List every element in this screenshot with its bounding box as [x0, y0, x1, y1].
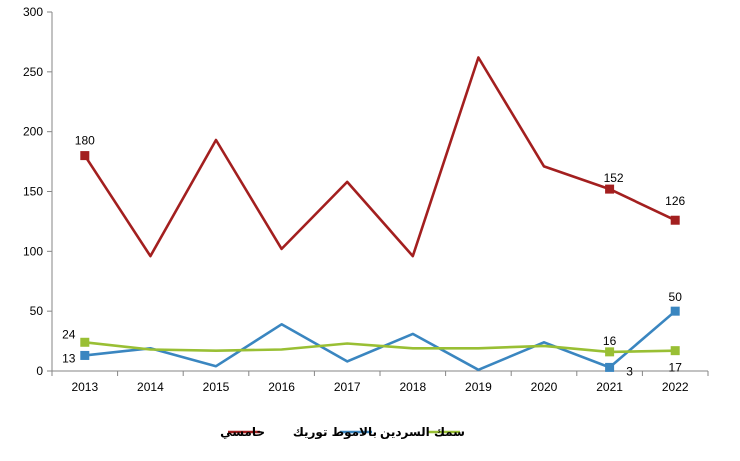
y-tick-label: 50 — [30, 304, 44, 318]
y-tick-label: 250 — [23, 65, 43, 79]
series-marker-2 — [670, 346, 680, 356]
data-label: 126 — [665, 194, 685, 208]
x-tick-label: 2016 — [268, 380, 295, 394]
series-marker-1 — [670, 306, 680, 316]
data-label: 180 — [75, 134, 95, 148]
x-tick-label: 2015 — [203, 380, 230, 394]
series-marker-2 — [605, 347, 615, 357]
y-tick-label: 0 — [36, 364, 43, 378]
data-label: 16 — [603, 334, 617, 348]
x-tick-label: 2018 — [399, 380, 426, 394]
x-tick-label: 2019 — [465, 380, 492, 394]
legend-label-1: بالاموط توريك — [293, 425, 377, 440]
legend-label-0: حامسي — [220, 425, 265, 439]
series-marker-2 — [80, 337, 90, 347]
series-marker-0 — [80, 151, 90, 161]
series-marker-0 — [670, 215, 680, 225]
series-line-2 — [84, 341, 676, 354]
data-label: 13 — [62, 351, 76, 365]
x-tick-label: 2017 — [334, 380, 361, 394]
y-tick-label: 300 — [23, 5, 43, 19]
y-tick-label: 150 — [23, 185, 43, 199]
x-tick-label: 2014 — [137, 380, 164, 394]
data-label: 24 — [62, 327, 76, 341]
x-tick-label: 2020 — [531, 380, 558, 394]
x-tick-label: 2021 — [596, 380, 623, 394]
legend: حامسي بالاموط توريك سمك السردين — [220, 425, 465, 440]
y-tick-label: 100 — [23, 244, 43, 258]
legend-label-2: سمك السردين — [380, 425, 465, 439]
data-label: 3 — [626, 364, 633, 378]
series-lines — [80, 56, 680, 372]
data-labels: 180 152 126 13 3 50 24 16 17 — [62, 134, 685, 379]
axes: 0 50 100 150 200 250 300 2013 2014 2015 2016 2017 20… — [23, 5, 709, 394]
data-label: 17 — [669, 361, 683, 375]
series-marker-1 — [605, 362, 615, 372]
series-marker-0 — [605, 184, 615, 194]
series-marker-1 — [80, 350, 90, 360]
data-label: 50 — [669, 290, 683, 304]
x-tick-label: 2022 — [662, 380, 689, 394]
y-tick-label: 200 — [23, 125, 43, 139]
series-line-0 — [83, 56, 676, 258]
x-tick-label: 2013 — [71, 380, 98, 394]
series-line-1 — [84, 310, 677, 372]
data-label: 152 — [604, 171, 624, 185]
